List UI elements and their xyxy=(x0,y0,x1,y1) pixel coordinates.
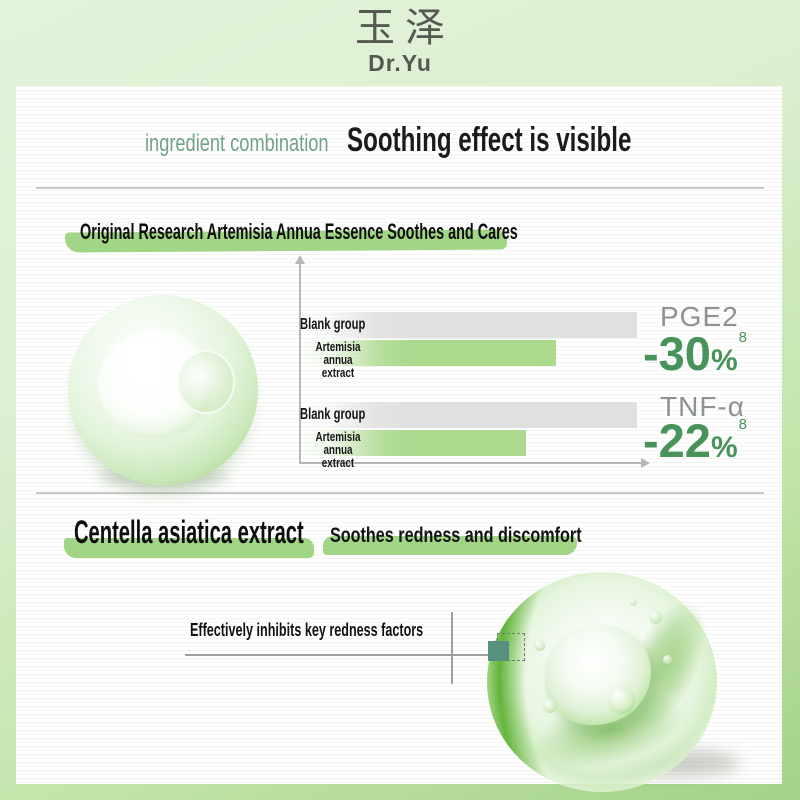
chart-y-axis xyxy=(299,264,301,464)
bar-blank-group-pge2 xyxy=(301,312,637,338)
bubble-small-bubble xyxy=(608,687,635,714)
bar-label-line: Artemisia annua xyxy=(315,429,361,457)
bar-track xyxy=(301,312,637,338)
bar-label-artemisia-extract: Artemisia annua extract xyxy=(300,340,376,379)
axis-arrow-up-icon xyxy=(295,255,305,264)
callout-vertical-line xyxy=(451,612,453,684)
header-divider xyxy=(36,187,764,189)
centella-title: Centella asiatica extract xyxy=(74,514,304,550)
bubble-inner-blob xyxy=(545,625,651,725)
bar-artemisia-pge2 xyxy=(301,340,557,366)
bubble-small-bubble xyxy=(629,598,637,606)
artemisia-headline: Original Research Artemisia Annua Essenc… xyxy=(80,219,518,244)
metric-number: -22 xyxy=(643,414,711,467)
metric-value-pge2: -30%8 xyxy=(643,330,747,377)
page-title: Soothing effect is visible xyxy=(347,121,632,159)
bar-label-line: extract xyxy=(321,455,355,470)
title-highlight xyxy=(64,538,314,558)
footnote-marker: 8 xyxy=(738,416,747,433)
brand-logo: 玉泽 Dr.Yu xyxy=(0,6,800,76)
metric-number: -30 xyxy=(643,327,711,380)
subtitle-highlight xyxy=(323,536,577,555)
percent-sign: % xyxy=(710,431,738,464)
bar-track xyxy=(301,340,637,366)
bar-blank-group-tnf xyxy=(301,402,637,428)
bar-label-blank-group: Blank group xyxy=(300,406,366,423)
bar-track xyxy=(301,430,637,456)
eyebrow-label: ingredient combination xyxy=(145,130,329,157)
callout-text: Effectively inhibits key redness factors xyxy=(190,620,424,640)
centella-subtitle: Soothes redness and discomfort xyxy=(330,524,582,547)
metric-name-pge2: PGE2 xyxy=(660,301,739,332)
chart-x-axis xyxy=(299,462,642,464)
brand-logo-english: Dr.Yu xyxy=(368,50,432,76)
bar-label-line: extract xyxy=(321,365,355,380)
bubble-small-bubble xyxy=(543,699,557,713)
metric-name-tnf-alpha: TNF-α xyxy=(660,391,745,422)
metric-value-tnf-alpha: -22%8 xyxy=(643,417,747,464)
bubble-small-bubble xyxy=(649,611,662,624)
section-divider xyxy=(36,492,764,494)
callout-horizontal-line xyxy=(185,654,498,656)
bar-label-blank-group: Blank group xyxy=(300,316,366,333)
footnote-marker: 8 xyxy=(738,329,747,346)
bubble-swirl xyxy=(177,350,235,414)
bar-artemisia-tnf xyxy=(301,430,527,456)
bar-label-artemisia-extract: Artemisia annua extract xyxy=(300,430,376,469)
bubble-small-bubble xyxy=(534,640,545,651)
percent-sign: % xyxy=(710,344,738,377)
bar-label-line: Artemisia annua xyxy=(315,339,361,367)
brand-logo-chinese: 玉泽 xyxy=(355,6,455,50)
marker-square xyxy=(488,641,509,661)
axis-arrow-right-icon xyxy=(641,458,650,468)
bar-track xyxy=(301,402,637,428)
bubble-small-bubble xyxy=(663,655,672,664)
